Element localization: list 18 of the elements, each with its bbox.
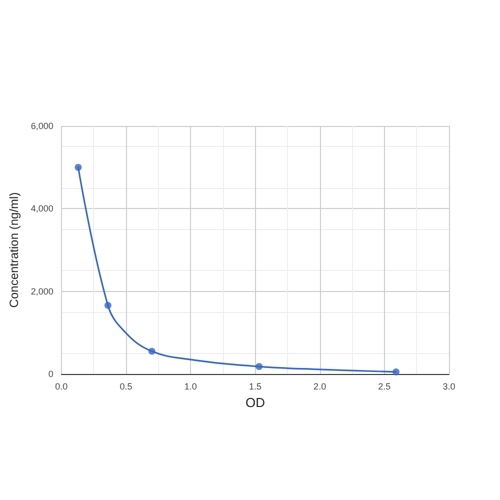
y-tick-label: 0 <box>48 369 54 379</box>
x-tick-label: 0.5 <box>120 382 132 392</box>
x-tick-label: 1.5 <box>248 382 262 392</box>
x-tick-label: 2.0 <box>314 382 326 392</box>
x-tick-label: 0.0 <box>55 382 68 392</box>
point <box>74 164 82 171</box>
y-tick-label: 2,000 <box>30 286 54 296</box>
x-tick-label: 2.5 <box>378 382 391 392</box>
y-axis-title: Concentration (ng/ml) <box>7 192 21 308</box>
x-tick-label: 1.0 <box>184 382 197 392</box>
point <box>104 302 112 309</box>
point <box>148 348 156 355</box>
y-tick-label: 6,000 <box>30 121 54 131</box>
point <box>256 363 263 370</box>
point <box>392 368 400 376</box>
x-axis-title: OD <box>245 395 265 410</box>
x-tick-label: 3.0 <box>442 382 456 392</box>
y-tick-label: 4,000 <box>30 204 54 214</box>
